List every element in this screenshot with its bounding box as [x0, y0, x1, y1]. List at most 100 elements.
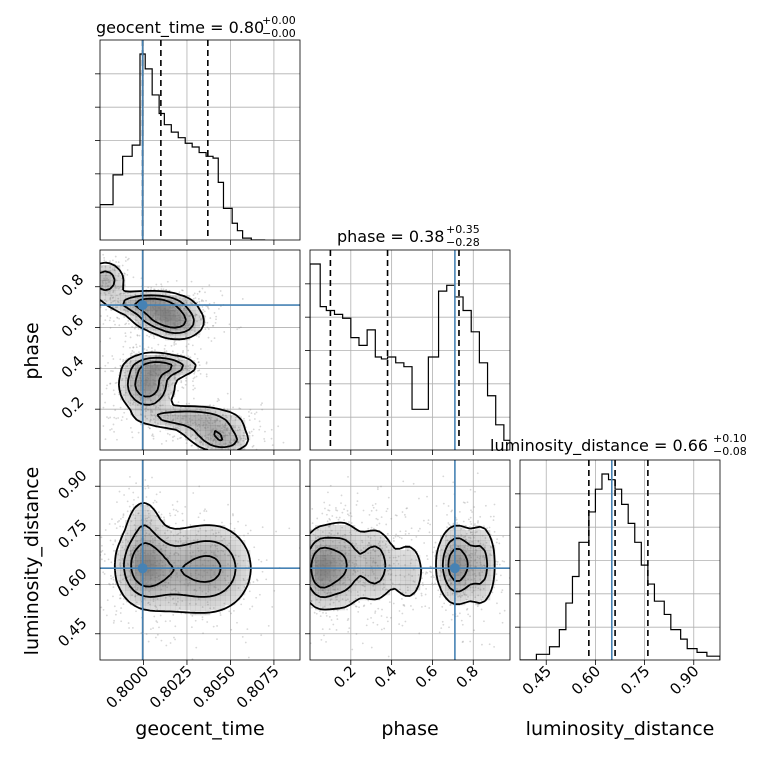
density-cell [390, 545, 396, 551]
title-geocent-time: geocent_time = 0.80 +0.00 −0.00 [96, 14, 296, 40]
sample-point [147, 487, 150, 489]
density-cell [130, 560, 136, 566]
sample-point [124, 260, 127, 262]
density-cell [410, 570, 416, 576]
sample-point [174, 376, 177, 379]
density-cell [165, 415, 171, 421]
density-cell [150, 370, 156, 376]
sample-point [448, 523, 451, 526]
density-cell [380, 580, 386, 586]
sample-point [312, 533, 315, 536]
density-cell [485, 535, 491, 541]
density-cell [230, 580, 236, 586]
sample-point [374, 550, 377, 553]
sample-point [206, 326, 209, 329]
density-cell [330, 530, 336, 536]
sample-point [378, 541, 381, 543]
sample-point [237, 441, 240, 443]
sample-point [225, 428, 228, 431]
sample-point [356, 492, 359, 495]
sample-point [355, 563, 358, 566]
sample-point [144, 401, 146, 403]
sample-point [421, 577, 423, 580]
density-cell [180, 600, 186, 606]
sample-point [112, 305, 114, 308]
sample-point [475, 530, 478, 533]
density-cell [145, 505, 151, 511]
density-cell [120, 570, 126, 576]
sample-point [151, 410, 153, 412]
sample-point [102, 406, 105, 409]
sample-point [114, 539, 117, 542]
sample-point [242, 462, 244, 464]
sample-point [116, 501, 118, 504]
density-cell [155, 525, 161, 531]
sample-point [311, 606, 313, 609]
density-cell [150, 305, 156, 311]
sample-point [198, 369, 201, 372]
sample-point [354, 597, 357, 600]
density-cell [230, 575, 236, 581]
sample-point [252, 455, 254, 457]
sample-point [202, 443, 204, 446]
sample-point [474, 523, 476, 525]
sample-point [113, 619, 115, 622]
density-cell [195, 415, 201, 421]
sample-point [184, 307, 186, 310]
density-cell [220, 595, 226, 601]
density-cell [350, 555, 356, 561]
sample-point [185, 327, 188, 330]
sample-point [186, 368, 189, 371]
sample-point [109, 298, 112, 300]
density-cell [185, 590, 191, 596]
sample-point [340, 494, 343, 497]
density-cell [155, 395, 161, 401]
sample-point [420, 592, 423, 595]
sample-point [91, 284, 93, 286]
sample-point [116, 300, 119, 303]
density-cell [340, 535, 346, 541]
sample-point [330, 619, 333, 621]
density-cell [115, 305, 121, 311]
sample-point [455, 518, 458, 521]
density-cell [175, 405, 181, 411]
density-cell [180, 360, 186, 366]
sample-point [157, 422, 159, 425]
density-cell [400, 555, 406, 561]
sample-point [182, 369, 185, 371]
sample-point [479, 542, 482, 545]
density-cell [150, 585, 156, 591]
sample-point [195, 437, 197, 440]
sample-point [438, 595, 441, 598]
density-cell [145, 395, 151, 401]
sample-point [221, 447, 223, 450]
sample-point [220, 549, 223, 552]
density-cell [215, 535, 221, 541]
sample-point [193, 539, 195, 542]
sample-point [286, 520, 288, 522]
density-cell [145, 555, 151, 561]
sample-point [173, 377, 176, 380]
density-cell [210, 570, 216, 576]
sample-point [163, 335, 166, 337]
density-cell [410, 585, 416, 591]
density-cell [150, 545, 156, 551]
density-cell [210, 580, 216, 586]
sample-point [410, 605, 412, 607]
sample-point [127, 319, 130, 322]
density-cell [135, 355, 141, 361]
density-cell [465, 575, 471, 581]
sample-point [192, 384, 195, 387]
sample-point [431, 583, 434, 586]
density-cell [450, 590, 456, 596]
density-cell [325, 600, 331, 606]
density-cell [195, 595, 201, 601]
sample-point [226, 392, 229, 395]
sample-point [115, 610, 118, 612]
density-cell [325, 550, 331, 556]
sample-point [185, 345, 188, 348]
sample-point [145, 354, 147, 357]
sample-point [194, 437, 197, 440]
sample-point [177, 597, 179, 600]
sample-point [175, 602, 178, 605]
